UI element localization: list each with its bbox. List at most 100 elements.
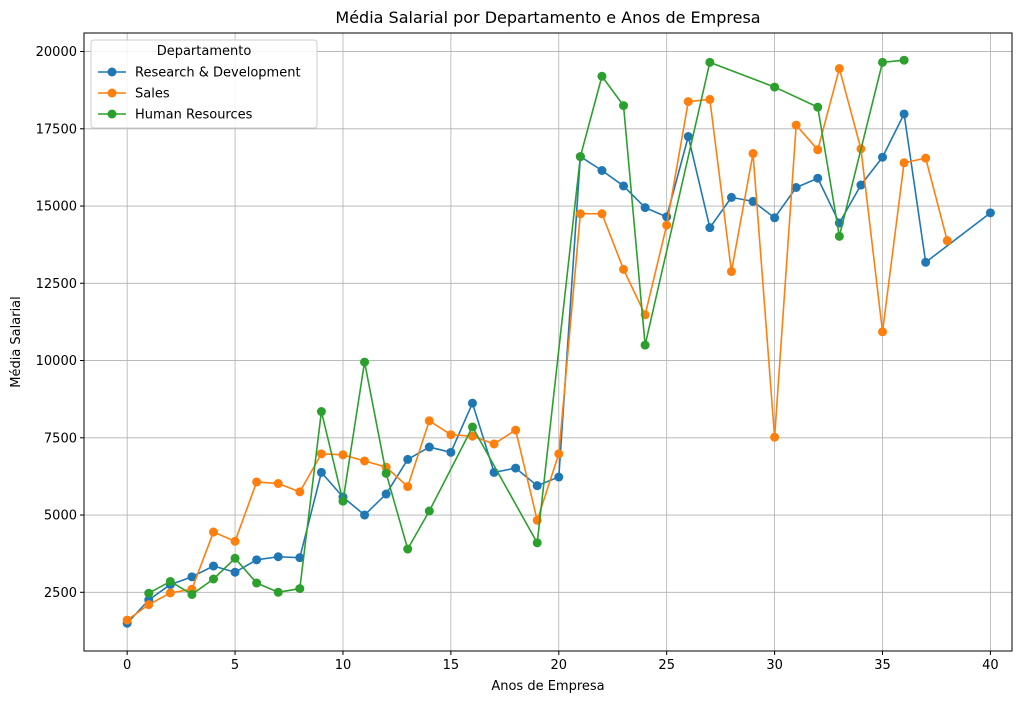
data-point bbox=[705, 223, 715, 233]
legend-item: Research & Development bbox=[98, 66, 301, 81]
legend: Departamento Research & Development Sales… bbox=[90, 39, 318, 129]
data-point bbox=[273, 479, 283, 489]
data-point bbox=[705, 57, 715, 67]
x-tick-label: 30 bbox=[766, 658, 783, 673]
data-point bbox=[295, 584, 305, 594]
data-point bbox=[770, 82, 780, 92]
data-point bbox=[187, 572, 197, 582]
data-point bbox=[187, 589, 197, 599]
data-point bbox=[619, 101, 629, 111]
data-point bbox=[942, 236, 952, 246]
data-point bbox=[467, 422, 477, 432]
data-point bbox=[165, 588, 175, 598]
data-point bbox=[273, 552, 283, 562]
data-point bbox=[726, 192, 736, 202]
x-tick-label: 0 bbox=[123, 658, 131, 673]
data-point bbox=[532, 538, 542, 548]
data-point bbox=[921, 153, 931, 163]
data-point bbox=[403, 454, 413, 464]
y-tick-label: 15000 bbox=[36, 200, 77, 215]
data-point bbox=[813, 173, 823, 183]
data-point bbox=[208, 574, 218, 584]
data-point bbox=[230, 536, 240, 546]
legend-item: Human Resources bbox=[98, 108, 253, 123]
data-point bbox=[683, 132, 693, 142]
data-point bbox=[899, 55, 909, 65]
data-point bbox=[985, 208, 995, 218]
data-point bbox=[770, 432, 780, 442]
y-tick-label: 7500 bbox=[44, 431, 77, 446]
data-point bbox=[424, 506, 434, 516]
data-point bbox=[575, 209, 585, 219]
series-layer bbox=[122, 55, 995, 628]
x-tick-label: 10 bbox=[335, 658, 352, 673]
data-point bbox=[144, 588, 154, 598]
data-point bbox=[878, 57, 888, 67]
data-point bbox=[316, 467, 326, 477]
data-point bbox=[273, 587, 283, 597]
legend-label: Sales bbox=[135, 87, 170, 102]
data-point bbox=[791, 183, 801, 192]
data-point bbox=[575, 152, 585, 162]
series-human-resources bbox=[144, 55, 909, 599]
axis-ticks: 0 5 10 15 20 25 30 35 40 2500 5000 7500 10000 12500 15… bbox=[36, 45, 999, 673]
data-point bbox=[316, 449, 326, 459]
y-tick-label: 10000 bbox=[36, 354, 77, 369]
data-point bbox=[662, 212, 672, 222]
data-point bbox=[834, 64, 844, 74]
grid-lines bbox=[84, 33, 1012, 651]
x-tick-label: 35 bbox=[874, 658, 891, 673]
y-tick-label: 20000 bbox=[36, 45, 77, 60]
x-tick-label: 20 bbox=[551, 658, 568, 673]
legend-item: Sales bbox=[98, 87, 170, 102]
data-point bbox=[381, 489, 391, 499]
data-point bbox=[230, 553, 240, 563]
data-point bbox=[511, 425, 521, 435]
data-point bbox=[748, 149, 758, 159]
data-point bbox=[856, 180, 866, 190]
data-point bbox=[662, 220, 672, 230]
data-point bbox=[791, 120, 801, 130]
legend-box bbox=[90, 39, 318, 129]
data-point bbox=[748, 196, 758, 206]
data-point bbox=[252, 578, 262, 588]
data-point bbox=[878, 327, 888, 337]
data-point bbox=[360, 510, 370, 520]
legend-marker bbox=[107, 109, 117, 119]
y-tick-label: 5000 bbox=[44, 509, 77, 524]
data-point bbox=[597, 71, 607, 81]
data-point bbox=[683, 97, 693, 107]
data-point bbox=[446, 447, 456, 457]
plot-frame bbox=[83, 32, 1013, 652]
data-point bbox=[532, 481, 542, 491]
data-point bbox=[424, 442, 434, 452]
series-sales bbox=[122, 64, 952, 625]
data-point bbox=[619, 181, 629, 191]
data-point bbox=[316, 407, 326, 417]
data-point bbox=[338, 450, 348, 460]
data-point bbox=[338, 496, 348, 506]
data-point bbox=[834, 231, 844, 241]
data-point bbox=[554, 472, 564, 482]
data-point bbox=[597, 209, 607, 219]
y-tick-label: 12500 bbox=[36, 277, 77, 292]
legend-title: Departamento bbox=[157, 44, 252, 59]
y-axis-label: Média Salarial bbox=[9, 296, 24, 388]
y-tick-label: 17500 bbox=[36, 122, 77, 137]
data-point bbox=[878, 152, 888, 162]
data-point bbox=[813, 145, 823, 155]
legend-marker bbox=[107, 88, 117, 98]
data-point bbox=[403, 544, 413, 554]
data-point bbox=[511, 463, 521, 473]
legend-label: Research & Development bbox=[135, 66, 301, 81]
data-point bbox=[208, 561, 218, 571]
data-point bbox=[208, 527, 218, 537]
legend-label: Human Resources bbox=[135, 108, 253, 123]
data-point bbox=[921, 257, 931, 267]
data-point bbox=[381, 468, 391, 478]
data-point bbox=[252, 555, 262, 565]
data-point bbox=[597, 166, 607, 176]
x-tick-label: 15 bbox=[443, 658, 460, 673]
data-point bbox=[899, 109, 909, 119]
data-point bbox=[424, 416, 434, 426]
